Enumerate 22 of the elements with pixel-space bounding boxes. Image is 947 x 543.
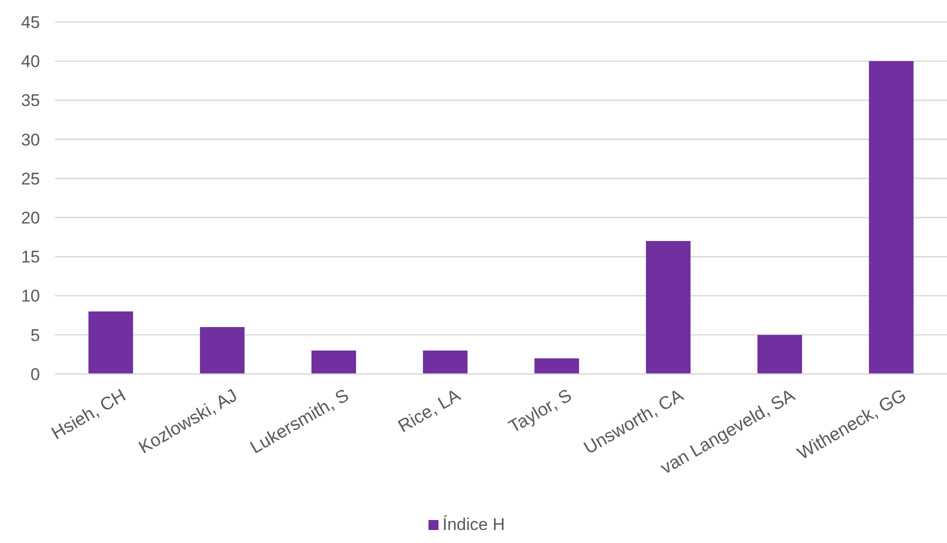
legend-label: Índice H [442,515,505,534]
x-tick-label: Hsieh, CH [48,385,130,444]
y-tick-label: 0 [30,364,40,384]
bar [868,61,914,374]
bar [311,350,356,374]
y-tick-label: 10 [21,286,40,306]
bar [534,358,580,374]
bar [757,334,802,374]
bar [422,350,468,374]
bar [200,327,245,374]
bar [646,241,691,374]
y-tick-label: 30 [21,130,40,150]
y-tick-label: 35 [21,91,40,110]
y-tick-label: 45 [21,12,40,32]
x-tick-label: Taylor, S [505,385,576,437]
y-tick-label: 25 [21,169,40,188]
y-tick-label: 20 [21,208,40,228]
y-tick-label: 40 [21,52,40,72]
x-tick-label: Rice, LA [394,385,464,436]
y-tick-label: 15 [21,248,40,267]
bar [88,311,134,374]
y-tick-label: 5 [30,326,40,345]
